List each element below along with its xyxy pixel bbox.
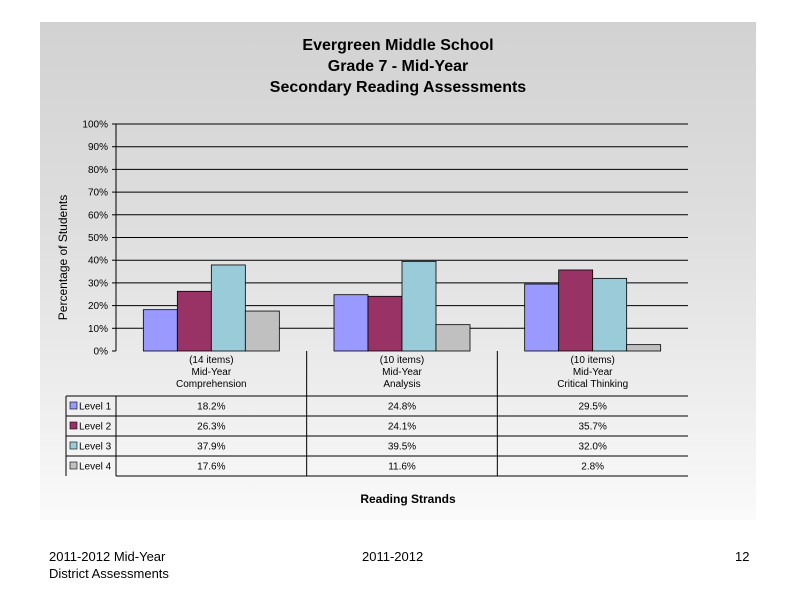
data-label: 35.7% <box>578 422 606 433</box>
chart-title-line-1: Evergreen Middle School <box>302 37 494 54</box>
data-label: 37.9% <box>197 442 225 453</box>
legend-key-level-3 <box>69 441 78 450</box>
y-tick-label: 80% <box>88 165 108 176</box>
bar-level-2 <box>176 290 212 352</box>
bar-level-1 <box>333 294 369 352</box>
footer-left-line-2: District Assessments <box>49 566 169 581</box>
category-label: Analysis <box>383 379 420 390</box>
data-label: 24.8% <box>388 402 416 413</box>
category-label: (14 items) <box>189 355 233 366</box>
data-label: 24.1% <box>388 422 416 433</box>
category-label: Mid-Year <box>573 367 613 378</box>
y-axis-label: Percentage of Students <box>56 195 70 320</box>
y-tick-label: 70% <box>88 188 108 199</box>
bar-level-4 <box>435 324 471 352</box>
data-label: 26.3% <box>197 422 225 433</box>
chart-title-line-3: Secondary Reading Assessments <box>269 79 527 96</box>
data-label: 17.6% <box>197 462 225 473</box>
y-tick-label: 10% <box>88 324 108 335</box>
legend-key-level-1 <box>69 401 78 410</box>
legend-key-level-2 <box>69 421 78 430</box>
legend-label: Level 2 <box>79 422 112 433</box>
y-tick-label: 50% <box>88 233 108 244</box>
legend-key-level-4 <box>69 461 78 470</box>
data-label: 18.2% <box>197 402 225 413</box>
bar-level-4 <box>244 310 280 352</box>
y-tick-label: 20% <box>88 301 108 312</box>
category-label: Comprehension <box>176 379 247 390</box>
bar-level-3 <box>210 264 246 352</box>
y-tick-label: 30% <box>88 278 108 289</box>
footer-center: 2011-2012 <box>362 549 424 564</box>
x-axis-label: Reading Strands <box>360 492 456 506</box>
chart-panel <box>40 22 756 520</box>
data-label: 2.8% <box>581 462 604 473</box>
category-label: Mid-Year <box>382 367 422 378</box>
data-label: 39.5% <box>388 442 416 453</box>
legend-label: Level 4 <box>79 462 112 473</box>
y-tick-label: 0% <box>94 347 109 358</box>
bar-level-3 <box>401 260 437 352</box>
legend-label: Level 1 <box>79 402 112 413</box>
bar-level-2 <box>558 269 594 352</box>
category-label: Mid-Year <box>192 367 232 378</box>
data-label: 32.0% <box>578 442 606 453</box>
bar-level-1 <box>524 283 560 352</box>
bar-level-4 <box>626 344 662 352</box>
category-label: (10 items) <box>380 355 424 366</box>
y-tick-label: 90% <box>88 142 108 153</box>
y-tick-label: 100% <box>82 120 108 131</box>
category-label: (10 items) <box>570 355 614 366</box>
data-label: 11.6% <box>388 462 416 473</box>
chart-title-line-2: Grade 7 - Mid-Year <box>327 58 469 75</box>
legend-label: Level 3 <box>79 442 112 453</box>
page-number: 12 <box>735 549 750 564</box>
bar-level-1 <box>142 309 178 352</box>
bar-level-2 <box>367 295 403 352</box>
y-tick-label: 40% <box>88 256 108 267</box>
category-label: Critical Thinking <box>557 379 628 390</box>
bar-level-3 <box>592 277 628 352</box>
y-tick-label: 60% <box>88 210 108 221</box>
data-label: 29.5% <box>578 402 606 413</box>
footer-left-line-1: 2011-2012 Mid-Year <box>49 549 166 564</box>
